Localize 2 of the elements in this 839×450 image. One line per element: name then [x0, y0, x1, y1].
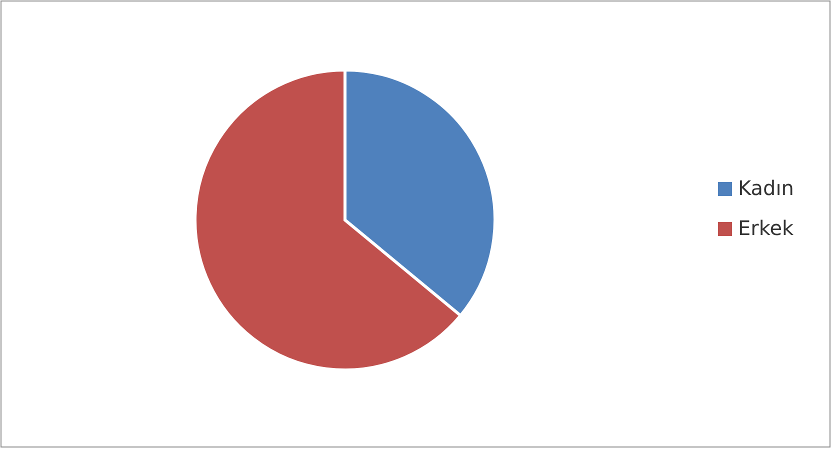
- legend-label: Erkek: [738, 216, 794, 240]
- legend-label: Kadın: [738, 176, 794, 200]
